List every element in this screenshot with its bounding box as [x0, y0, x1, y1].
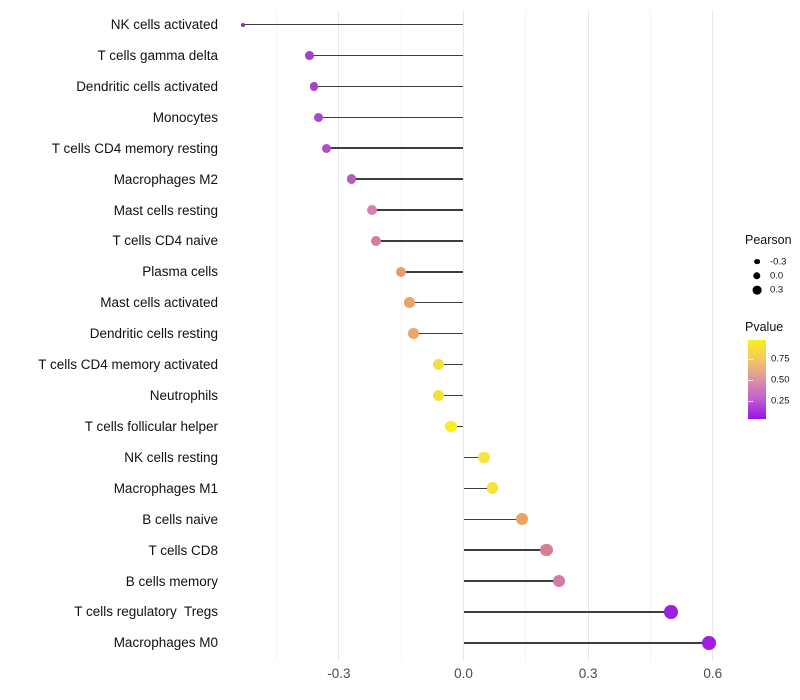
- category-label: T cells CD4 naive: [112, 233, 218, 249]
- data-point: [486, 482, 499, 495]
- lollipop-stem: [309, 54, 464, 57]
- lollipop-stem: [351, 178, 464, 180]
- data-point: [701, 635, 716, 650]
- category-label: Dendritic cells resting: [89, 326, 218, 342]
- data-point: [305, 51, 315, 60]
- pvalue-colorbar-tick: [748, 359, 753, 361]
- pearson-legend-label: -0.3: [770, 255, 787, 267]
- lollipop-stem: [401, 271, 464, 273]
- data-point: [445, 420, 457, 433]
- data-point: [395, 266, 407, 278]
- category-label: Mast cells resting: [113, 202, 218, 218]
- lollipop-stem: [372, 209, 464, 211]
- gridline-minor: [649, 10, 651, 660]
- data-point: [371, 235, 382, 246]
- category-label: Neutrophils: [149, 388, 218, 404]
- x-tick-label: 0.6: [703, 666, 723, 681]
- gridline-major: [587, 10, 589, 660]
- lollipop-stem: [463, 518, 522, 520]
- category-label: T cells regulatory Tregs: [74, 604, 218, 620]
- category-label: Monocytes: [152, 109, 218, 125]
- data-point: [433, 359, 445, 371]
- pearson-legend-dot: [753, 272, 761, 280]
- lollipop-stem: [463, 580, 560, 582]
- lollipop-stem: [438, 363, 464, 366]
- pearson-legend-item: 0.0: [745, 269, 800, 283]
- category-label: Macrophages M0: [113, 635, 218, 651]
- lollipop-stem: [463, 487, 493, 489]
- pvalue-colorbar-label: 0.75: [771, 353, 790, 365]
- category-label: B cells naive: [142, 511, 218, 527]
- data-point: [321, 143, 331, 153]
- lollipop-stem: [376, 240, 464, 242]
- data-point: [313, 112, 323, 122]
- pearson-legend-label: 0.0: [770, 270, 784, 282]
- pearson-legend-label: 0.3: [770, 284, 784, 296]
- data-point: [367, 205, 378, 216]
- lollipop-stem: [409, 302, 464, 304]
- pearson-size-legend: -0.3 0.0 0.3: [745, 255, 800, 298]
- lollipop-stem: [463, 611, 672, 613]
- category-label: NK cells activated: [110, 17, 218, 32]
- data-point: [404, 297, 415, 309]
- gridline-major: [463, 10, 464, 660]
- data-point: [515, 513, 528, 526]
- pvalue-colorbar: 0.75 0.50 0.25: [745, 339, 800, 419]
- category-label: Macrophages M1: [113, 480, 218, 496]
- data-point: [433, 390, 445, 402]
- pvalue-colorbar-tick: [748, 401, 753, 403]
- pearson-legend-dot: [754, 258, 760, 265]
- lollipop-stem: [463, 456, 485, 459]
- category-label: T cells CD4 memory resting: [51, 140, 218, 156]
- category-label: T cells CD8: [148, 542, 218, 558]
- lollipop-stem: [313, 85, 464, 88]
- x-tick-label: 0.0: [454, 666, 473, 681]
- category-label: T cells gamma delta: [97, 47, 218, 63]
- category-label: B cells memory: [125, 573, 218, 589]
- data-point: [309, 81, 319, 91]
- pearson-legend-item: 0.3: [745, 283, 800, 297]
- lollipop-stem: [438, 394, 464, 397]
- category-label: NK cells resting: [124, 449, 218, 465]
- data-point: [478, 451, 491, 464]
- pvalue-colorbar-label: 0.25: [771, 395, 790, 407]
- lollipop-stem: [318, 116, 464, 118]
- gridline-minor: [525, 10, 527, 660]
- lollipop-stem: [243, 23, 464, 26]
- gridline-major: [712, 10, 714, 660]
- pvalue-legend-title: Pvalue: [745, 320, 784, 335]
- category-label: Macrophages M2: [113, 171, 218, 187]
- lollipop-stem: [451, 425, 464, 428]
- lollipop-stem: [413, 333, 464, 335]
- lollipop-stem: [463, 549, 547, 551]
- x-tick-label: -0.3: [327, 666, 351, 681]
- data-point: [664, 605, 679, 619]
- category-label: Plasma cells: [142, 264, 218, 280]
- category-label: Dendritic cells activated: [76, 78, 218, 94]
- data-point: [540, 543, 553, 557]
- category-label: T cells CD4 memory activated: [38, 357, 218, 373]
- pearson-legend-title: Pearson: [745, 233, 792, 247]
- data-point: [346, 174, 357, 184]
- gridline-minor: [276, 10, 278, 660]
- legend: Pearson -0.3 0.0 0.3 Pvalue 0.75 0.50 0.25: [745, 234, 800, 419]
- lollipop-stem: [326, 147, 464, 149]
- data-point: [408, 328, 419, 339]
- pearson-legend-item: -0.3: [745, 255, 800, 269]
- category-label: Mast cells activated: [100, 295, 218, 311]
- category-label: T cells follicular helper: [84, 418, 218, 434]
- data-point: [241, 22, 246, 27]
- gridline-major: [338, 10, 340, 660]
- gridline-minor: [400, 10, 402, 660]
- pearson-legend-dot: [752, 285, 762, 295]
- data-point: [552, 574, 566, 588]
- x-tick-label: 0.3: [578, 666, 598, 681]
- pvalue-colorbar-label: 0.50: [771, 374, 790, 386]
- pvalue-colorbar-tick: [748, 380, 753, 382]
- lollipop-stem: [463, 642, 709, 644]
